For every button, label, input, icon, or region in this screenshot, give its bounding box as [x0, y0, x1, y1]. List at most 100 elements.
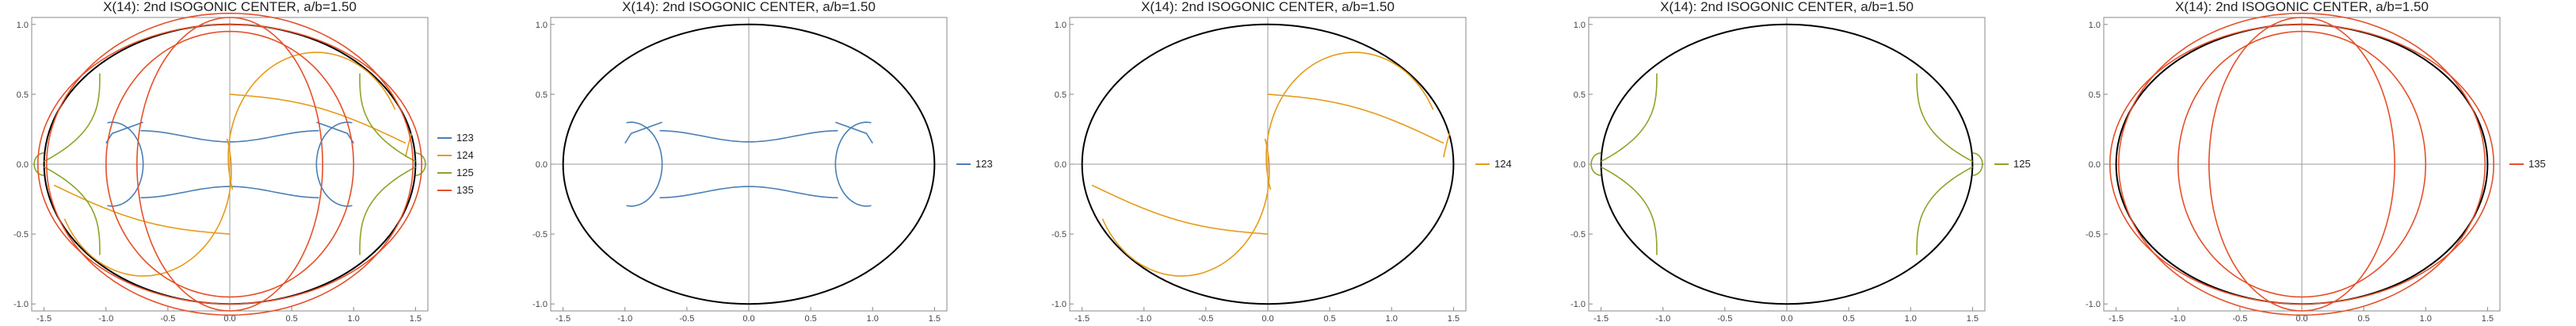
legend-label: 124	[456, 149, 474, 161]
x-tick-label: -0.5	[1717, 314, 1732, 322]
x-tick-label: 1.0	[2420, 314, 2432, 322]
x-tick-label: -1.5	[2109, 314, 2124, 322]
series-line	[1101, 138, 1270, 277]
chart-title: X(14): 2nd ISOGONIC CENTER, a/b=1.50	[1660, 0, 1914, 14]
y-tick-label: 0.0	[1574, 160, 1586, 170]
y-tick-label: -1.0	[13, 300, 29, 309]
y-tick-label: 0.5	[1055, 90, 1067, 100]
series-line	[1443, 132, 1451, 158]
series-line	[659, 186, 838, 199]
x-tick-label: -1.5	[1074, 314, 1090, 322]
x-tick-label: 0.0	[742, 314, 754, 322]
chart-title: X(14): 2nd ISOGONIC CENTER, a/b=1.50	[622, 0, 876, 14]
y-tick-label: 1.0	[1055, 21, 1067, 30]
y-tick-label: -0.5	[1051, 230, 1067, 240]
x-tick-label: 0.0	[2296, 314, 2307, 322]
chart-panel-2: X(14): 2nd ISOGONIC CENTER, a/b=1.50 -1.5…	[532, 0, 993, 324]
y-tick-label: 0.5	[1574, 90, 1586, 100]
y-tick-label: -1.0	[532, 300, 548, 309]
y-tick-label: 1.0	[17, 21, 29, 30]
series-line	[1916, 166, 1973, 255]
series-line	[1265, 52, 1434, 190]
x-tick-label: -0.5	[160, 314, 175, 322]
series-line	[405, 132, 413, 158]
x-tick-label: -1.0	[617, 314, 632, 322]
x-tick-label: 0.5	[2357, 314, 2369, 322]
series-line	[36, 23, 422, 305]
y-tick-label: -1.0	[1051, 300, 1067, 309]
series-125	[1590, 73, 1983, 255]
series-line	[227, 52, 396, 190]
x-tick-label: 1.0	[348, 314, 360, 322]
series-line	[2109, 23, 2494, 305]
series-line	[63, 138, 232, 277]
series-line	[415, 152, 426, 176]
series-line	[2117, 12, 2486, 316]
series-line	[2177, 30, 2427, 298]
series-line	[624, 121, 662, 144]
x-tick-label: -1.5	[1593, 314, 1609, 322]
series-line	[53, 184, 231, 235]
x-tick-label: 1.5	[1448, 314, 1460, 322]
reference-ellipse	[562, 23, 936, 305]
series-line	[2208, 17, 2395, 312]
reference-ellipse	[1081, 23, 1455, 305]
y-tick-label: -1.0	[2086, 300, 2101, 309]
series-line	[33, 152, 44, 176]
y-tick-label: -0.5	[532, 230, 548, 240]
y-tick-label: -1.0	[1570, 300, 1586, 309]
legend-label: 125	[456, 167, 474, 178]
y-tick-label: 0.5	[2089, 90, 2101, 100]
y-tick-label: 1.0	[2089, 21, 2101, 30]
y-tick-label: -0.5	[2086, 230, 2101, 240]
x-tick-label: 1.5	[1967, 314, 1979, 322]
legend-label: 123	[975, 158, 993, 170]
y-tick-label: 0.0	[2089, 160, 2101, 170]
series-line	[1972, 152, 1983, 176]
series-124	[53, 52, 413, 277]
chart-panel-4: X(14): 2nd ISOGONIC CENTER, a/b=1.50 -1.5…	[1570, 0, 2031, 324]
x-tick-label: -0.5	[1198, 314, 1213, 322]
x-tick-label: 1.0	[867, 314, 879, 322]
x-tick-label: 0.5	[1842, 314, 1854, 322]
x-tick-label: -0.5	[679, 314, 694, 322]
series-line	[107, 121, 144, 207]
x-tick-label: -0.5	[2232, 314, 2247, 322]
series-line	[1916, 73, 1973, 163]
legend-label: 124	[1494, 158, 1512, 170]
x-tick-label: 1.5	[410, 314, 422, 322]
y-tick-label: 0.5	[17, 90, 29, 100]
series-135	[36, 12, 422, 316]
legend-label: 135	[2528, 158, 2546, 170]
x-tick-label: 0.5	[1323, 314, 1335, 322]
legend-label: 123	[456, 132, 474, 144]
series-line	[1601, 73, 1658, 163]
series-line	[835, 121, 873, 144]
series-124	[1091, 52, 1451, 277]
series-135	[2109, 12, 2494, 316]
x-tick-label: -1.5	[555, 314, 571, 322]
series-line	[1601, 166, 1658, 255]
series-line	[45, 12, 414, 316]
series-line	[626, 121, 663, 207]
chart-title: X(14): 2nd ISOGONIC CENTER, a/b=1.50	[2175, 0, 2429, 14]
series-line	[359, 73, 416, 163]
x-tick-label: 1.0	[1905, 314, 1917, 322]
x-tick-label: 0.0	[1780, 314, 1792, 322]
x-tick-label: -1.0	[1655, 314, 1670, 322]
x-tick-label: -1.5	[36, 314, 52, 322]
x-tick-label: 1.5	[929, 314, 941, 322]
series-line	[1590, 152, 1601, 176]
x-tick-label: -1.0	[2170, 314, 2185, 322]
series-line	[1267, 94, 1444, 144]
y-tick-label: 1.0	[536, 21, 548, 30]
x-tick-label: 0.5	[804, 314, 816, 322]
chart-panel-5: X(14): 2nd ISOGONIC CENTER, a/b=1.50 -1.5…	[2086, 0, 2546, 324]
series-line	[315, 121, 353, 207]
y-tick-label: 0.0	[17, 160, 29, 170]
chart-panel-3: X(14): 2nd ISOGONIC CENTER, a/b=1.50 -1.5…	[1051, 0, 1512, 324]
series-line	[659, 129, 838, 143]
y-tick-label: 0.0	[536, 160, 548, 170]
